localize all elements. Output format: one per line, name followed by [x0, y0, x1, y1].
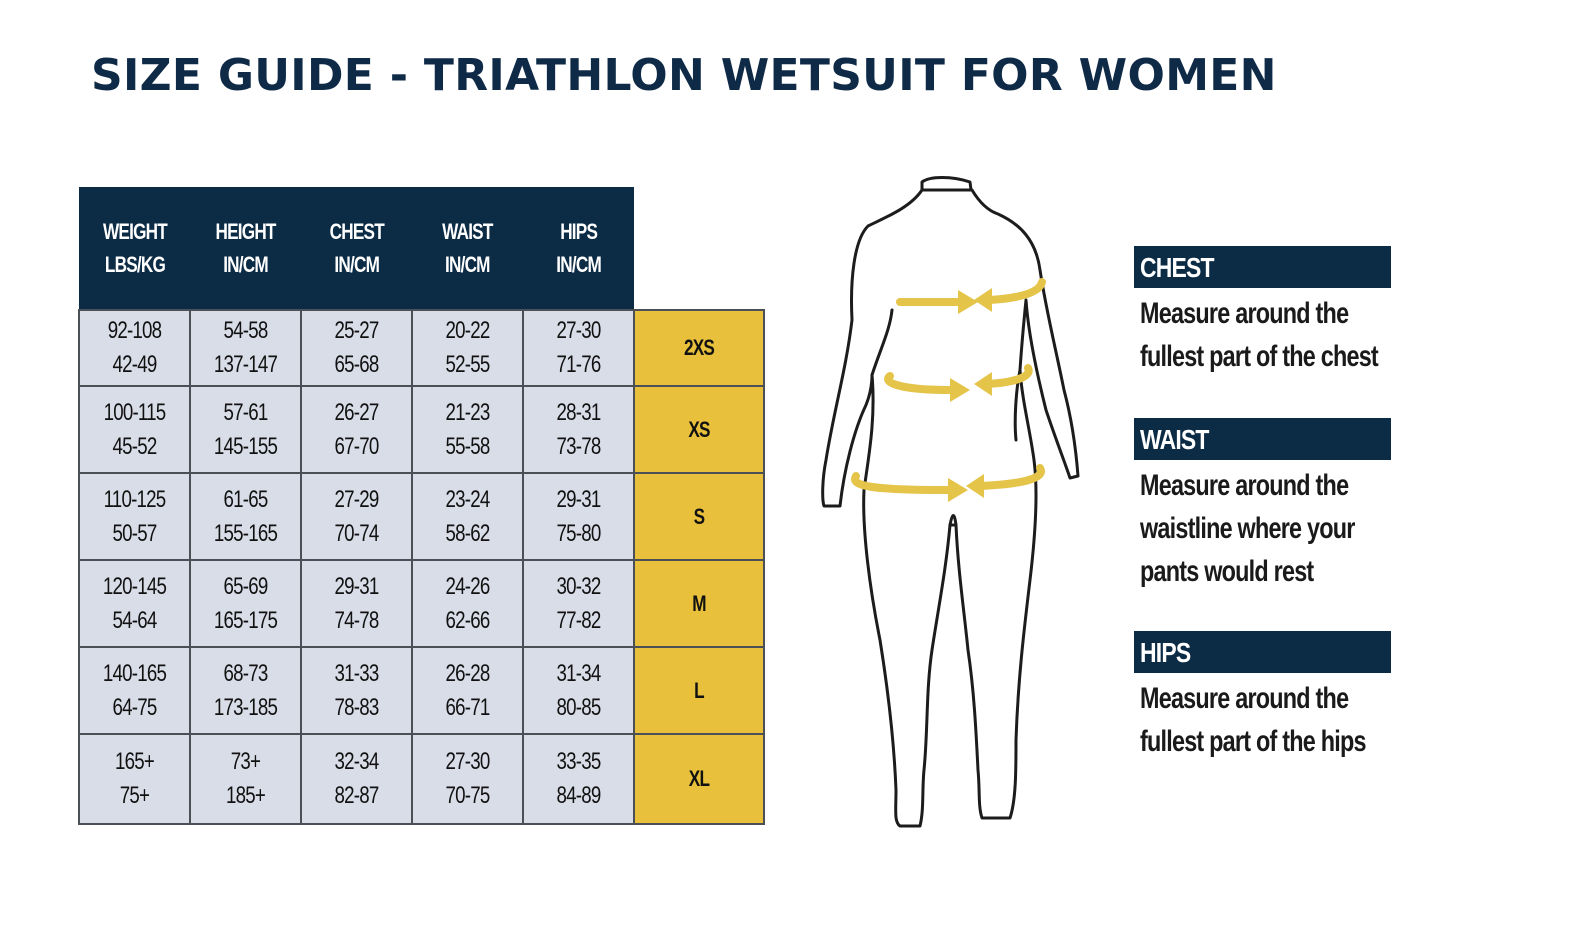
size-cell: S: [633, 472, 765, 561]
table-row: 165+ 75+ 73+ 185+ 32-34 82-87 27-30 70-75 33-35 8…: [78, 733, 765, 825]
header-waist: WAIST IN/CM: [412, 187, 523, 310]
hips-arrowhead-left: [948, 478, 968, 502]
table-cell: 32-34 82-87: [300, 733, 413, 825]
leg-split: [948, 514, 958, 527]
table-cell: 73+ 185+: [189, 733, 302, 825]
chest-arrowhead-left: [958, 290, 978, 314]
inner-seam-left: [870, 308, 894, 377]
chest-arrow-right: [986, 278, 1046, 304]
legend-text-hips: Measure around the fullest part of the h…: [1140, 682, 1366, 758]
table-cell: 26-28 66-71: [411, 646, 524, 735]
body-outline: [821, 188, 1080, 828]
chest-arrowhead-right: [974, 288, 992, 312]
table-cell: 57-61 145-155: [189, 385, 302, 474]
waist-arrowhead-left: [950, 378, 970, 402]
table-cell: 27-29 70-74: [300, 472, 413, 561]
waist-arrowhead-right: [974, 372, 992, 396]
legend-label-waist: WAIST: [1134, 418, 1391, 460]
table-cell: 68-73 173-185: [189, 646, 302, 735]
legend-chest: CHEST Measure around the fullest part of…: [1134, 246, 1394, 378]
table-cell: 92-108 42-49: [78, 309, 191, 387]
table-cell: 140-165 64-75: [78, 646, 191, 735]
legend-label-chest: CHEST: [1134, 246, 1391, 288]
table-cell: 27-30 71-76: [522, 309, 635, 387]
table-cell: 165+ 75+: [78, 733, 191, 825]
table-cell: 110-125 50-57: [78, 472, 191, 561]
hips-arrow-right: [976, 464, 1045, 490]
waist-arrow-right: [984, 364, 1033, 388]
header-chest: CHEST IN/CM: [301, 187, 412, 310]
hips-arrowhead-right: [966, 474, 984, 498]
table-cell: 21-23 55-58: [411, 385, 524, 474]
table-cell: 100-115 45-52: [78, 385, 191, 474]
table-body: 92-108 42-49 54-58 137-147 25-27 65-68 20-22 52…: [78, 309, 765, 825]
size-cell: 2XS: [633, 309, 765, 387]
table-row: 110-125 50-57 61-65 155-165 27-29 70-74 23-24 5…: [78, 472, 765, 561]
table-cell: 31-34 80-85: [522, 646, 635, 735]
table-cell: 54-58 137-147: [189, 309, 302, 387]
table-cell: 27-30 70-75: [411, 733, 524, 825]
table-cell: 30-32 77-82: [522, 559, 635, 648]
table-cell: 31-33 78-83: [300, 646, 413, 735]
table-cell: 61-65 155-165: [189, 472, 302, 561]
waist-arrow-left: [884, 372, 954, 394]
table-row: 100-115 45-52 57-61 145-155 26-27 67-70 21-23 5…: [78, 385, 765, 474]
table-cell: 28-31 73-78: [522, 385, 635, 474]
size-cell: L: [633, 646, 765, 735]
table-cell: 24-26 62-66: [411, 559, 524, 648]
table-cell: 29-31 74-78: [300, 559, 413, 648]
page-title: SIZE GUIDE - TRIATHLON WETSUIT FOR WOMEN: [91, 50, 1277, 101]
size-cell: XL: [633, 733, 765, 825]
table-cell: 25-27 65-68: [300, 309, 413, 387]
body-figure: [821, 176, 1080, 828]
size-cell: M: [633, 559, 765, 648]
table-cell: 23-24 58-62: [411, 472, 524, 561]
size-cell: XS: [633, 385, 765, 474]
table-cell: 120-145 54-64: [78, 559, 191, 648]
table-cell: 33-35 84-89: [522, 733, 635, 825]
header-height: HEIGHT IN/CM: [190, 187, 301, 310]
table-cell: 29-31 75-80: [522, 472, 635, 561]
table-row: 140-165 64-75 68-73 173-185 31-33 78-83 26-28 6…: [78, 646, 765, 735]
hips-arrow-left: [851, 472, 954, 494]
legend-text-chest: Measure around the fullest part of the c…: [1140, 297, 1379, 373]
header-weight: WEIGHT LBS/KG: [79, 187, 190, 310]
table-cell: 65-69 165-175: [189, 559, 302, 648]
table-cell: 26-27 67-70: [300, 385, 413, 474]
header-blank: [634, 187, 764, 310]
legend-hips: HIPS Measure around the fullest part of …: [1134, 631, 1394, 763]
legend-waist: WAIST Measure around the waistline where…: [1134, 418, 1394, 593]
header-hips: HIPS IN/CM: [523, 187, 634, 310]
table-row: 120-145 54-64 65-69 165-175 29-31 74-78 24-26 6…: [78, 559, 765, 648]
legend-label-hips: HIPS: [1134, 631, 1391, 673]
table-header-row: WEIGHT LBS/KG HEIGHT IN/CM CHEST IN/CM WAIS…: [79, 187, 764, 310]
table-cell: 20-22 52-55: [411, 309, 524, 387]
size-table: WEIGHT LBS/KG HEIGHT IN/CM CHEST IN/CM WAIS…: [78, 187, 765, 825]
legend-text-waist: Measure around the waistline where your …: [1140, 469, 1355, 588]
table-row: 92-108 42-49 54-58 137-147 25-27 65-68 20-22 52…: [78, 309, 765, 387]
